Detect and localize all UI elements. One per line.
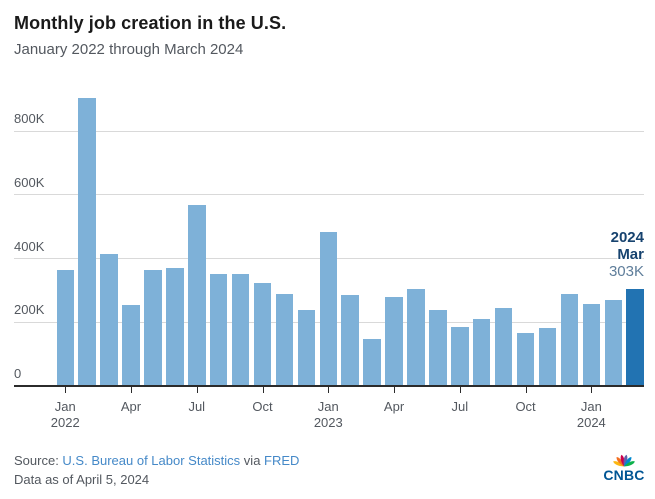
x-axis-tick — [591, 387, 593, 393]
cnbc-logo: CNBC — [603, 451, 645, 483]
bar-jun-2022[interactable] — [166, 268, 184, 386]
bar-dec-2023[interactable] — [560, 293, 579, 386]
bar-aug-2023[interactable] — [472, 319, 491, 386]
bar-nov-2022[interactable] — [275, 293, 294, 386]
bar-jan-2022[interactable] — [56, 269, 74, 386]
bar-may-2022[interactable] — [144, 269, 162, 386]
x-tick-label: Jul — [188, 399, 206, 414]
bar-feb-2024[interactable] — [604, 299, 622, 386]
bar-jun-2023[interactable] — [429, 309, 447, 386]
x-axis-tick — [394, 387, 396, 393]
y-gridline — [14, 130, 644, 132]
bar-nov-2023[interactable] — [538, 327, 557, 386]
x-axis-tick — [459, 387, 461, 393]
annotation-month: Mar — [617, 246, 644, 263]
bar-oct-2022[interactable] — [253, 282, 272, 386]
x-tick-label: Jul — [451, 399, 469, 414]
x-year-label: 2022 — [50, 415, 80, 430]
bar-dec-2022[interactable] — [297, 309, 316, 386]
annotation-value: 303K — [608, 263, 644, 280]
x-axis-tick — [525, 387, 527, 393]
x-tick-label: Jan — [54, 399, 76, 414]
bar-feb-2022[interactable] — [78, 97, 96, 386]
x-tick-label: Oct — [252, 399, 273, 414]
x-axis-tick — [328, 387, 330, 393]
y-tick-label: 400K — [14, 238, 45, 254]
bar-sep-2022[interactable] — [231, 274, 250, 386]
bar-jan-2024[interactable] — [582, 304, 601, 386]
bar-mar-2022[interactable] — [100, 254, 118, 386]
y-tick-label: 800K — [14, 111, 45, 126]
annotation-year: 2024 — [610, 229, 644, 246]
bar-feb-2023[interactable] — [341, 294, 359, 386]
peacock-icon — [613, 454, 635, 467]
bar-jul-2022[interactable] — [188, 204, 206, 386]
bar-may-2023[interactable] — [407, 289, 425, 386]
cnbc-wordmark: CNBC — [603, 467, 645, 483]
y-tick-label: 600K — [14, 174, 45, 190]
x-tick-label: Oct — [515, 399, 536, 414]
bar-mar-2024[interactable] — [626, 289, 644, 386]
bar-apr-2022[interactable] — [122, 305, 140, 386]
source-via: via — [240, 453, 265, 468]
bar-oct-2023[interactable] — [516, 333, 535, 386]
bar-sep-2023[interactable] — [494, 307, 513, 386]
x-axis-line — [14, 385, 644, 387]
y-tick-label: 0 — [14, 366, 22, 381]
y-tick-label: 200K — [14, 302, 45, 318]
bar-apr-2023[interactable] — [385, 297, 403, 386]
x-axis-tick — [196, 387, 198, 393]
footer: Source: U.S. Bureau of Labor Statistics … — [14, 451, 299, 489]
x-year-label: 2023 — [313, 415, 343, 430]
page-title: Monthly job creation in the U.S. — [14, 13, 287, 33]
annotation-latest-bar: 2024 Mar 303K — [609, 229, 644, 280]
source-line: Source: U.S. Bureau of Labor Statistics … — [14, 451, 299, 470]
source-prefix: Source: — [14, 453, 63, 468]
x-tick-label: Apr — [383, 399, 405, 414]
bar-mar-2023[interactable] — [363, 339, 381, 386]
bar-aug-2022[interactable] — [209, 273, 228, 386]
chart-subtitle: January 2022 through March 2024 — [14, 41, 244, 58]
x-axis-tick — [262, 387, 264, 393]
source-link-bls[interactable]: U.S. Bureau of Labor Statistics — [62, 453, 241, 468]
bar-jul-2023[interactable] — [451, 327, 469, 386]
source-link-fred[interactable]: FRED — [264, 453, 300, 468]
x-tick-label: Jan — [580, 399, 602, 414]
y-gridline — [14, 194, 644, 196]
x-axis-tick — [65, 387, 67, 393]
x-tick-label: Jan — [317, 399, 339, 414]
data-as-of: Data as of April 5, 2024 — [14, 472, 150, 487]
x-year-label: 2024 — [576, 415, 606, 430]
x-axis-tick — [131, 387, 132, 393]
x-tick-label: Apr — [120, 399, 142, 414]
bar-jan-2023[interactable] — [319, 232, 338, 386]
